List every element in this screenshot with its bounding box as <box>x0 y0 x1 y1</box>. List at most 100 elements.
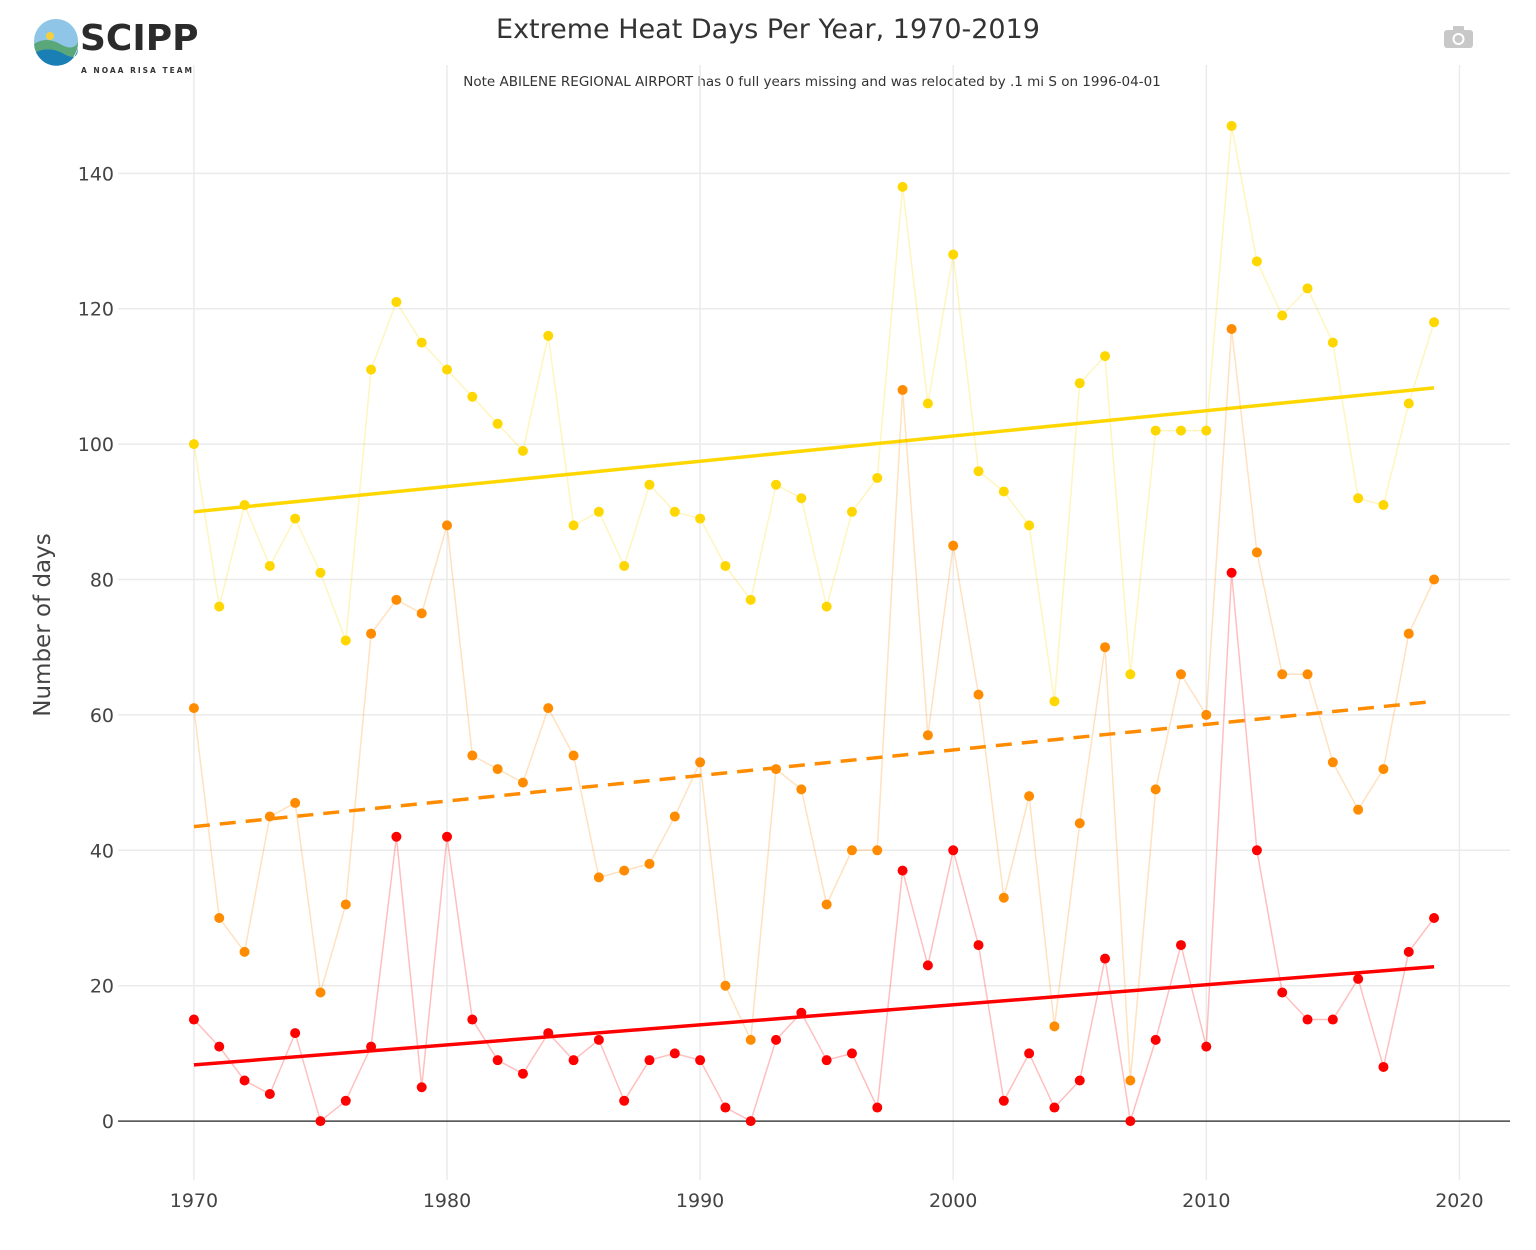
data-point <box>1378 1061 1389 1072</box>
data-point <box>1024 791 1035 802</box>
data-point <box>1125 1075 1136 1086</box>
data-point <box>1100 351 1111 362</box>
data-point <box>1024 1048 1035 1059</box>
data-point <box>1302 669 1313 680</box>
data-point <box>998 1095 1009 1106</box>
data-point <box>619 1095 630 1106</box>
y-tick-label: 100 <box>78 434 114 456</box>
data-point <box>1302 283 1313 294</box>
x-tick-label: 2010 <box>1182 1190 1230 1212</box>
y-tick-label: 140 <box>78 163 114 185</box>
data-point <box>745 1034 756 1045</box>
x-tick-label: 2000 <box>929 1190 977 1212</box>
x-tick-label: 1980 <box>423 1190 471 1212</box>
data-point <box>846 1048 857 1059</box>
data-point <box>973 940 984 951</box>
data-point <box>1353 493 1364 504</box>
camera-button[interactable] <box>1444 26 1473 48</box>
data-point <box>745 594 756 605</box>
data-point <box>1277 310 1288 321</box>
data-point <box>897 384 908 395</box>
logo-tagline: A NOAA RISA TEAM <box>81 66 194 75</box>
data-point <box>568 520 579 531</box>
data-point <box>1100 642 1111 653</box>
data-point <box>340 899 351 910</box>
camera-icon[interactable] <box>1444 26 1473 48</box>
data-point <box>619 560 630 571</box>
grid <box>118 65 1510 1180</box>
data-point <box>517 1068 528 1079</box>
data-point <box>442 831 453 842</box>
data-point <box>416 1082 427 1093</box>
data-point <box>214 601 225 612</box>
data-point <box>517 777 528 788</box>
data-point <box>1074 1075 1085 1086</box>
data-point <box>492 418 503 429</box>
y-tick-label: 80 <box>90 570 114 592</box>
data-point <box>214 913 225 924</box>
data-point <box>1353 804 1364 815</box>
trend-line <box>193 699 1435 829</box>
data-point <box>416 608 427 619</box>
plot-area <box>188 120 1440 1127</box>
data-point <box>973 689 984 700</box>
data-point <box>1251 256 1262 267</box>
data-point <box>1403 398 1414 409</box>
data-point <box>821 1055 832 1066</box>
data-point <box>442 520 453 531</box>
series-0 <box>188 120 1440 707</box>
data-point <box>593 872 604 883</box>
data-point <box>695 513 706 524</box>
data-point <box>290 797 301 808</box>
data-point <box>695 757 706 768</box>
data-point <box>264 811 275 822</box>
data-point <box>290 1028 301 1039</box>
data-point <box>517 445 528 456</box>
data-point <box>290 513 301 524</box>
data-point <box>568 750 579 761</box>
data-point <box>1378 764 1389 775</box>
data-point <box>1049 1102 1060 1113</box>
trend-line <box>193 965 1435 1067</box>
data-point <box>366 628 377 639</box>
data-point <box>366 1041 377 1052</box>
data-point <box>796 1007 807 1018</box>
data-point <box>1302 1014 1313 1025</box>
data-point <box>239 500 250 511</box>
data-point <box>1277 669 1288 680</box>
data-point <box>872 472 883 483</box>
data-point <box>1429 913 1440 924</box>
data-point <box>340 1095 351 1106</box>
data-point <box>796 493 807 504</box>
logo-text: SCIPP <box>80 18 199 59</box>
data-point <box>391 831 402 842</box>
data-point <box>416 337 427 348</box>
data-point <box>897 181 908 192</box>
data-point <box>1403 946 1414 957</box>
y-tick-label: 120 <box>78 299 114 321</box>
data-point <box>922 730 933 741</box>
data-point <box>922 398 933 409</box>
data-point <box>188 703 199 714</box>
data-point <box>1201 425 1212 436</box>
data-point <box>391 296 402 307</box>
data-point <box>543 330 554 341</box>
data-point <box>1327 337 1338 348</box>
data-point <box>492 764 503 775</box>
data-point <box>821 601 832 612</box>
x-tick-label: 1990 <box>676 1190 724 1212</box>
data-point <box>1277 987 1288 998</box>
data-point <box>467 750 478 761</box>
data-point <box>1175 940 1186 951</box>
data-point <box>821 899 832 910</box>
data-point <box>720 1102 731 1113</box>
data-point <box>771 1034 782 1045</box>
data-point <box>1201 709 1212 720</box>
data-point <box>467 1014 478 1025</box>
y-tick-label: 20 <box>90 976 114 998</box>
data-point <box>467 391 478 402</box>
data-point <box>188 1014 199 1025</box>
y-axis-label: Number of days <box>30 533 56 716</box>
data-point <box>922 960 933 971</box>
